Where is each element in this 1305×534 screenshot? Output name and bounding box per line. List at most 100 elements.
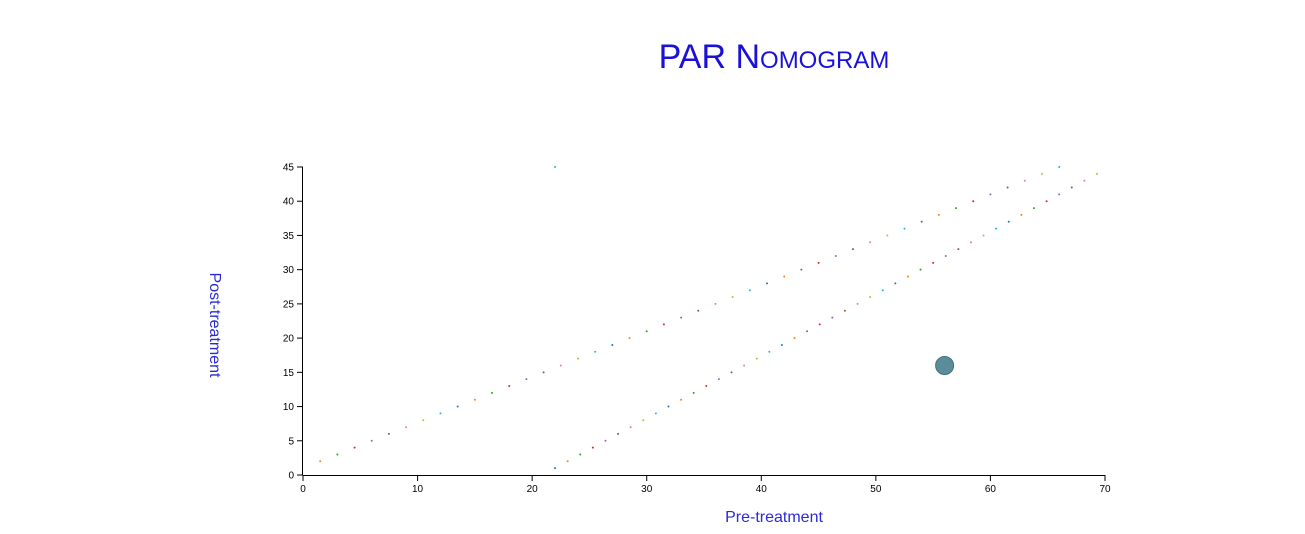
data-point	[817, 261, 820, 264]
data-point	[1070, 186, 1073, 189]
data-point	[768, 350, 771, 353]
y-tick-label: 10	[283, 402, 295, 413]
data-point	[336, 453, 339, 456]
y-tick-label: 25	[283, 299, 295, 310]
data-point	[1040, 172, 1043, 175]
data-point	[667, 405, 670, 408]
data-point	[594, 350, 597, 353]
data-point	[972, 200, 975, 203]
data-point	[692, 391, 695, 394]
data-point	[869, 241, 872, 244]
data-point	[743, 364, 746, 367]
data-point	[370, 439, 373, 442]
data-point	[944, 254, 947, 257]
highlight-layer	[935, 355, 955, 375]
data-point	[780, 343, 783, 346]
data-point	[783, 275, 786, 278]
y-axis: 0 5 10 15 20 25 30 35 40 45	[283, 163, 303, 482]
data-point	[508, 385, 511, 388]
data-point	[851, 248, 854, 251]
x-tick-label: 50	[870, 484, 882, 495]
data-point	[1032, 207, 1035, 210]
data-point	[906, 275, 909, 278]
data-point	[405, 426, 408, 429]
x-tick-label: 30	[641, 484, 653, 495]
data-point	[1020, 213, 1023, 216]
y-tick-label: 45	[283, 163, 295, 174]
x-tick-label: 60	[985, 484, 997, 495]
data-point	[755, 357, 758, 360]
data-point	[886, 234, 889, 237]
data-point	[982, 234, 985, 237]
data-point	[579, 453, 582, 456]
data-point	[748, 289, 751, 292]
y-tick-label: 5	[288, 436, 294, 447]
data-point	[932, 261, 935, 264]
data-point	[645, 330, 648, 333]
data-point	[714, 302, 717, 305]
data-point	[1007, 220, 1010, 223]
data-point	[806, 330, 809, 333]
data-point	[705, 385, 708, 388]
y-tick-label: 30	[283, 265, 295, 276]
data-point	[642, 419, 645, 422]
data-point	[1058, 166, 1061, 168]
y-tick-label: 35	[283, 231, 295, 242]
data-point	[937, 213, 940, 216]
data-point	[591, 446, 594, 449]
data-point	[554, 467, 557, 470]
data-point	[628, 337, 631, 340]
chart-title: PAR Nomogram	[658, 38, 890, 76]
x-axis: 0 10 20 30 40 50 60 70	[300, 475, 1111, 495]
data-point	[353, 446, 356, 449]
data-point	[818, 323, 821, 326]
data-point	[881, 289, 884, 292]
data-point	[697, 309, 700, 312]
x-tick-label: 40	[756, 484, 768, 495]
data-point	[525, 378, 528, 381]
data-point	[843, 309, 846, 312]
data-point	[559, 364, 562, 367]
data-point	[680, 316, 683, 319]
data-point	[869, 296, 872, 299]
data-point	[1095, 172, 1098, 175]
data-point	[680, 398, 683, 401]
data-point	[611, 343, 614, 346]
data-point	[566, 460, 569, 463]
data-point	[856, 302, 859, 305]
data-point	[1045, 200, 1048, 203]
y-tick-label: 20	[283, 334, 295, 345]
data-point	[995, 227, 998, 230]
data-point	[319, 460, 322, 463]
data-point	[989, 193, 992, 196]
data-point	[831, 316, 834, 319]
data-point	[800, 268, 803, 271]
data-point	[894, 282, 897, 285]
data-point	[456, 405, 459, 408]
data-point	[439, 412, 442, 415]
data-point	[473, 398, 476, 401]
y-tick-label: 0	[288, 471, 294, 482]
data-point	[654, 412, 657, 415]
data-point	[903, 227, 906, 230]
data-points	[319, 166, 1098, 470]
y-tick-label: 15	[283, 368, 295, 379]
data-point	[834, 254, 837, 257]
data-point	[1058, 193, 1061, 196]
data-point	[604, 439, 607, 442]
data-point	[629, 426, 632, 429]
data-point	[955, 207, 958, 210]
x-tick-label: 0	[300, 484, 306, 495]
data-point	[731, 296, 734, 299]
data-point	[1083, 179, 1086, 182]
data-point	[491, 391, 494, 394]
data-point	[387, 432, 390, 435]
x-axis-label: Pre-treatment	[725, 509, 823, 526]
data-point	[919, 268, 922, 271]
data-point	[969, 241, 972, 244]
data-point	[730, 371, 733, 374]
highlight-point	[935, 355, 955, 375]
data-point	[717, 378, 720, 381]
data-point	[957, 248, 960, 251]
